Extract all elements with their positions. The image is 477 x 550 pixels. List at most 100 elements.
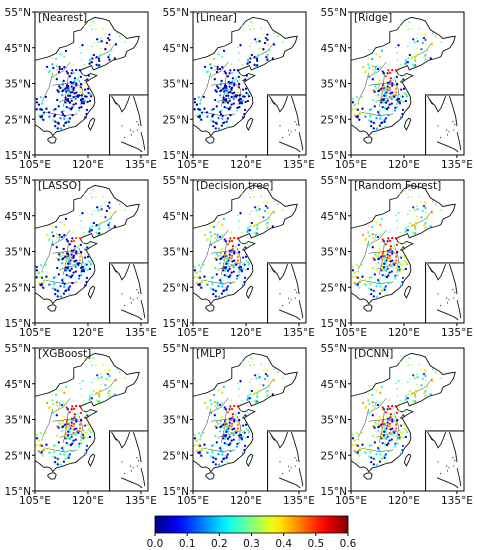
station-point xyxy=(374,253,377,256)
station-point xyxy=(396,219,398,222)
station-point xyxy=(67,257,70,260)
station-point xyxy=(396,441,399,445)
station-point xyxy=(404,394,408,398)
station-point xyxy=(400,116,403,119)
station-point xyxy=(221,450,224,454)
inset-island xyxy=(454,460,456,462)
station-point xyxy=(361,107,364,110)
station-point xyxy=(241,95,245,98)
station-point xyxy=(374,401,377,405)
inset-island xyxy=(132,467,134,469)
station-point xyxy=(93,378,95,380)
station-point xyxy=(238,387,240,390)
station-point xyxy=(64,432,67,435)
station-point xyxy=(234,246,237,250)
station-points xyxy=(193,189,284,298)
station-point xyxy=(271,393,274,396)
station-point xyxy=(202,431,205,435)
station-point xyxy=(397,44,400,47)
station-point xyxy=(213,401,216,404)
station-point xyxy=(421,36,424,39)
station-point xyxy=(260,27,263,30)
station-point xyxy=(76,246,79,250)
inset-island xyxy=(440,472,442,475)
station-point xyxy=(45,275,48,278)
station-point xyxy=(197,264,201,267)
inset-island xyxy=(136,457,138,459)
station-point xyxy=(386,256,389,259)
station-point xyxy=(221,285,224,288)
station-point xyxy=(408,221,411,225)
inset-island xyxy=(288,302,291,304)
station-point xyxy=(56,257,59,260)
station-point xyxy=(68,453,72,456)
station-point xyxy=(276,35,279,37)
station-point xyxy=(202,263,205,267)
station-point xyxy=(430,211,434,214)
station-point xyxy=(224,101,227,104)
x-tick-label: 135°E xyxy=(125,327,157,339)
station-point xyxy=(385,94,388,97)
station-point xyxy=(56,434,59,438)
station-point xyxy=(369,451,372,454)
station-point xyxy=(235,431,238,435)
station-point xyxy=(110,49,113,52)
station-point xyxy=(225,257,228,260)
station-point xyxy=(400,284,403,287)
province-border xyxy=(199,72,211,102)
station-point xyxy=(52,455,55,458)
station-point xyxy=(70,424,73,427)
station-point xyxy=(238,394,241,397)
inset-island xyxy=(124,136,126,139)
station-point xyxy=(67,286,70,290)
inset-coastline xyxy=(298,468,304,487)
province-border xyxy=(52,61,71,77)
station-point xyxy=(35,437,39,440)
station-point xyxy=(215,406,219,410)
station-point xyxy=(225,118,228,122)
station-point xyxy=(197,96,201,99)
colorbar-tick-label: 0.3 xyxy=(243,538,260,550)
station-point xyxy=(220,277,223,281)
station-point xyxy=(418,195,421,198)
station-point xyxy=(248,397,251,400)
station-point xyxy=(73,248,76,251)
inset-coastline xyxy=(140,468,146,487)
station-point xyxy=(399,361,401,363)
station-point xyxy=(219,86,222,89)
station-point xyxy=(53,411,56,413)
inset-island xyxy=(294,297,297,299)
station-point xyxy=(51,225,53,227)
station-point xyxy=(93,22,96,24)
y-tick-label: 15°N xyxy=(5,318,31,330)
station-point xyxy=(282,377,284,379)
station-point xyxy=(393,245,396,247)
station-point xyxy=(83,424,87,427)
station-point xyxy=(372,89,375,92)
station-point xyxy=(79,243,82,247)
taiwan-outline xyxy=(245,117,254,131)
y-tick-label: 55°N xyxy=(163,343,189,355)
station-point xyxy=(96,38,99,41)
station-point xyxy=(228,88,231,91)
inset-island xyxy=(287,297,290,299)
station-point xyxy=(358,448,361,452)
station-point xyxy=(404,99,408,103)
station-point xyxy=(35,108,38,111)
station-point xyxy=(378,445,381,449)
station-point xyxy=(416,37,418,40)
station-point xyxy=(51,57,53,59)
panel-title: [DCNN] xyxy=(354,348,393,360)
station-point xyxy=(88,429,92,432)
station-point xyxy=(368,119,371,122)
station-point xyxy=(244,100,247,104)
station-point xyxy=(389,260,392,263)
station-point xyxy=(388,439,391,442)
colorbar-tick-label: 0.6 xyxy=(340,538,357,550)
station-point xyxy=(242,80,245,84)
station-point xyxy=(389,245,393,248)
station-point xyxy=(386,99,389,102)
station-point xyxy=(71,281,74,285)
